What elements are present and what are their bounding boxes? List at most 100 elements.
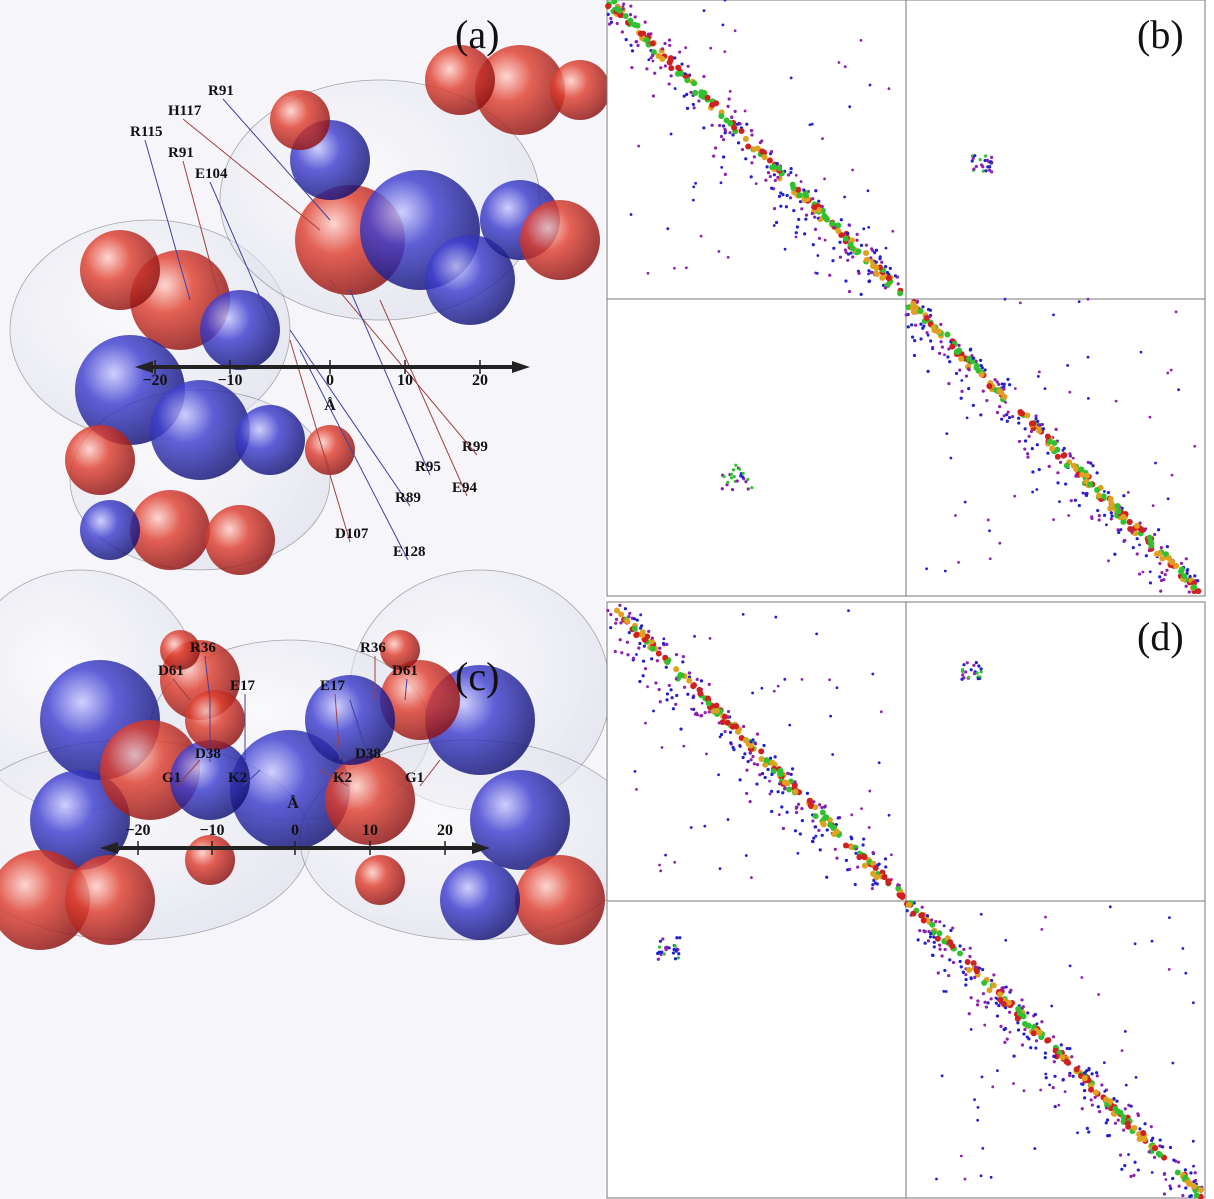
contact-dot bbox=[1129, 1104, 1133, 1108]
contact-dot bbox=[860, 807, 863, 811]
contact-dot bbox=[747, 742, 754, 749]
contact-dot bbox=[971, 403, 975, 407]
contact-dot bbox=[973, 362, 980, 369]
contact-dot bbox=[1158, 561, 1162, 566]
panel-label: (c) bbox=[455, 654, 499, 699]
contact-dot bbox=[745, 768, 749, 772]
contact-dot bbox=[766, 767, 770, 772]
contact-dot bbox=[1169, 1187, 1173, 1191]
contact-dot bbox=[1120, 1114, 1127, 1121]
contact-dot bbox=[618, 603, 622, 607]
contact-dot bbox=[1004, 985, 1008, 989]
contact-dot bbox=[1030, 1030, 1037, 1037]
contact-dot bbox=[774, 615, 778, 619]
contact-dot bbox=[775, 162, 779, 166]
contact-dot bbox=[923, 929, 927, 934]
contact-dot bbox=[851, 255, 855, 259]
contact-dot bbox=[745, 791, 749, 796]
contact-dot bbox=[983, 1023, 987, 1027]
contact-dot bbox=[760, 772, 765, 776]
contact-dot bbox=[643, 667, 648, 671]
contact-dot bbox=[949, 456, 953, 460]
contact-dot bbox=[605, 3, 612, 10]
contact-dot bbox=[965, 661, 969, 665]
contact-dot bbox=[1026, 1011, 1030, 1015]
contact-dot bbox=[721, 23, 725, 27]
contact-dot bbox=[1035, 488, 1039, 491]
contact-dot bbox=[855, 847, 858, 851]
contact-dot bbox=[1159, 589, 1163, 593]
contact-dot bbox=[704, 94, 711, 101]
contact-dot bbox=[1021, 1005, 1025, 1009]
contact-dot bbox=[1109, 517, 1113, 521]
contact-dot bbox=[1022, 1089, 1026, 1093]
contact-dot bbox=[983, 158, 987, 163]
contact-dot bbox=[616, 7, 623, 14]
contact-dot bbox=[795, 186, 802, 193]
contact-dot bbox=[693, 634, 696, 638]
leader-line bbox=[222, 98, 331, 221]
contact-dot bbox=[718, 735, 722, 739]
contact-dot bbox=[997, 996, 1004, 1003]
contact-dot bbox=[936, 930, 943, 937]
residue-label: D38 bbox=[355, 746, 381, 762]
contact-dot bbox=[672, 947, 676, 952]
contact-dot bbox=[945, 432, 949, 436]
contact-dot bbox=[1163, 573, 1167, 577]
contact-dot bbox=[647, 629, 651, 634]
contact-dot bbox=[906, 325, 910, 329]
contact-dot bbox=[1136, 1168, 1140, 1172]
contact-dot bbox=[969, 996, 973, 1000]
contact-dot bbox=[673, 860, 677, 864]
contact-dot bbox=[1164, 1178, 1168, 1181]
contact-dot bbox=[883, 286, 888, 290]
contact-dot bbox=[674, 653, 679, 657]
contact-dot bbox=[966, 967, 973, 974]
contact-dot bbox=[736, 141, 741, 145]
contact-dot bbox=[929, 932, 933, 936]
contact-dot bbox=[1148, 581, 1153, 585]
surface-lobe bbox=[520, 200, 600, 280]
contact-dot bbox=[789, 772, 793, 776]
contact-dot bbox=[926, 939, 931, 943]
contact-dot bbox=[1017, 439, 1022, 444]
contact-dot bbox=[674, 677, 678, 681]
contact-dot bbox=[618, 611, 625, 618]
contact-dot bbox=[1006, 377, 1010, 381]
contact-dot bbox=[765, 165, 769, 169]
contact-dot bbox=[654, 681, 658, 685]
contact-dot bbox=[689, 826, 693, 829]
contact-dot bbox=[733, 109, 737, 113]
contact-dot bbox=[914, 323, 918, 327]
contact-dot bbox=[1018, 301, 1022, 305]
contact-dot bbox=[823, 238, 827, 242]
residue-label: E94 bbox=[452, 480, 478, 496]
leader-line bbox=[349, 699, 371, 763]
contact-dot bbox=[641, 659, 646, 663]
contact-dot bbox=[988, 529, 991, 533]
contact-dot bbox=[1044, 915, 1047, 919]
contact-dot bbox=[750, 876, 753, 879]
contact-dot bbox=[734, 463, 738, 467]
contact-dot bbox=[1105, 1118, 1110, 1122]
contact-dot bbox=[963, 1177, 967, 1181]
contact-dot bbox=[1186, 568, 1190, 572]
contact-dot bbox=[823, 177, 826, 181]
leader-line bbox=[182, 160, 221, 301]
contact-dot bbox=[1073, 1066, 1080, 1073]
contact-dot bbox=[723, 127, 727, 131]
contact-dot bbox=[772, 206, 777, 211]
contact-dot bbox=[1083, 1071, 1087, 1075]
contact-dot bbox=[1054, 427, 1058, 431]
contact-dot bbox=[755, 732, 760, 736]
contact-dot bbox=[609, 612, 613, 617]
contact-dot bbox=[684, 266, 688, 270]
contact-dot bbox=[719, 134, 724, 139]
contact-dot bbox=[1019, 410, 1026, 417]
contact-dot bbox=[934, 328, 941, 335]
contact-dot bbox=[960, 389, 964, 394]
surface-lobe bbox=[380, 630, 420, 670]
contact-dot bbox=[1120, 1049, 1124, 1053]
contact-dot bbox=[905, 909, 909, 913]
contact-dot bbox=[1197, 1187, 1204, 1194]
